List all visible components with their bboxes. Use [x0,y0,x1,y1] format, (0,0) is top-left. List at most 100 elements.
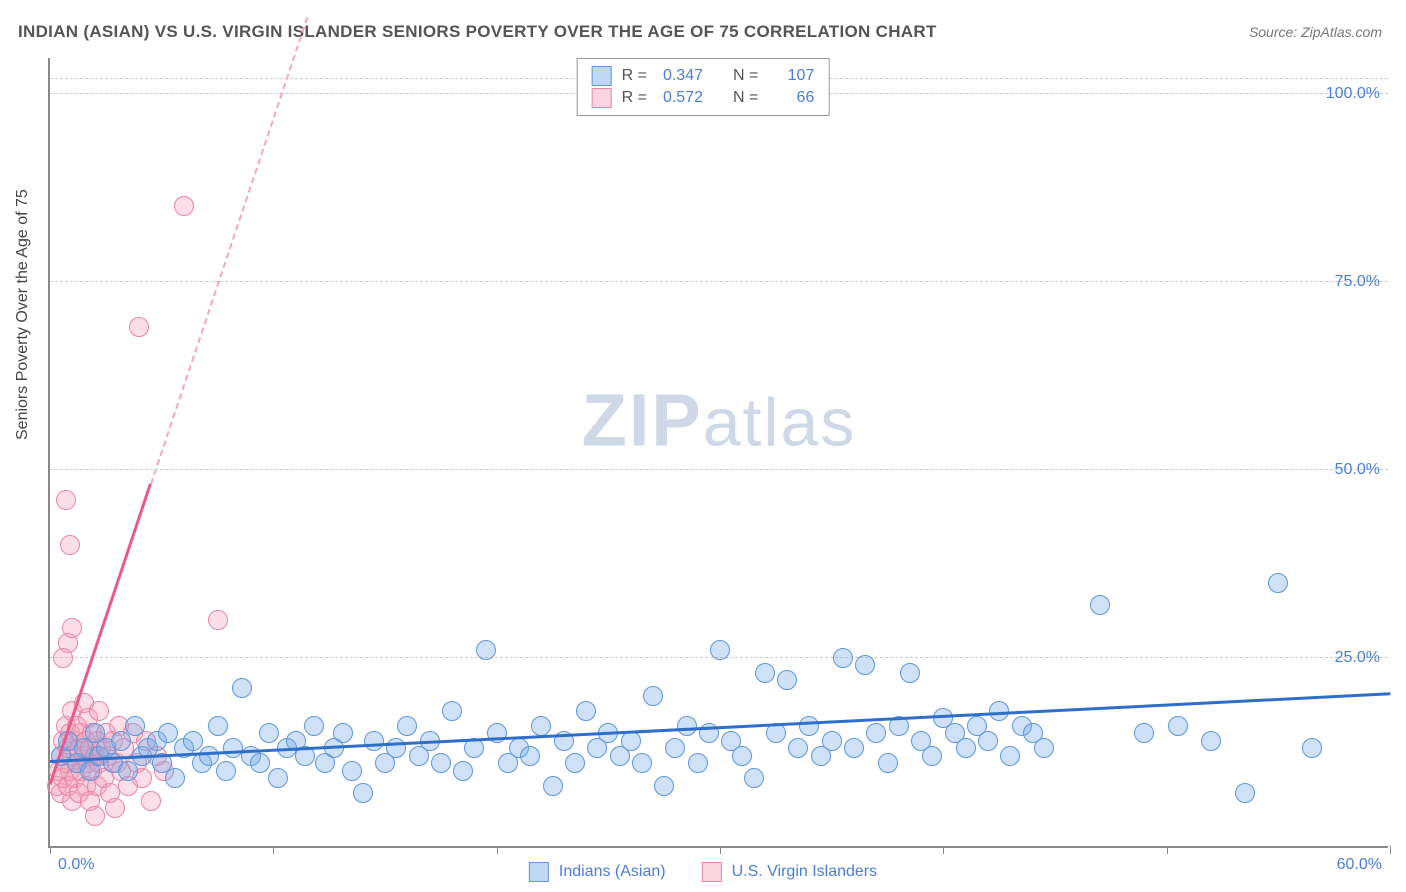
data-point [1268,573,1288,593]
data-point [788,738,808,758]
x-tick-label: 0.0% [58,856,94,874]
data-point [158,723,178,743]
data-point [576,701,596,721]
data-point [777,670,797,690]
y-tick-label: 75.0% [1335,273,1380,291]
data-point [1235,783,1255,803]
data-point [199,746,219,766]
chart-title: INDIAN (ASIAN) VS U.S. VIRGIN ISLANDER S… [18,22,937,42]
data-point [56,490,76,510]
data-point [654,776,674,796]
gridline [50,281,1388,282]
data-point [364,731,384,751]
x-tick [497,846,498,854]
data-point [643,686,663,706]
data-point [333,723,353,743]
source-attribution: Source: ZipAtlas.com [1249,24,1382,40]
watermark: ZIPatlas [582,378,857,463]
data-point [431,753,451,773]
data-point [855,655,875,675]
data-point [105,798,125,818]
data-point [1000,746,1020,766]
data-point [1201,731,1221,751]
x-tick [1167,846,1168,854]
x-tick-label: 60.0% [1337,856,1382,874]
x-tick [943,846,944,854]
data-point [956,738,976,758]
swatch-icon [702,862,722,882]
data-point [1302,738,1322,758]
data-point [632,753,652,773]
scatter-plot-area: ZIPatlas 25.0%50.0%75.0%100.0%0.0%60.0% [48,58,1388,848]
data-point [174,196,194,216]
data-point [799,716,819,736]
data-point [565,753,585,773]
data-point [476,640,496,660]
legend-item-pink: U.S. Virgin Islanders [702,862,878,882]
data-point [259,723,279,743]
data-point [268,768,288,788]
data-point [85,806,105,826]
data-point [744,768,764,788]
data-point [208,716,228,736]
trend-line [150,17,308,484]
stats-row-blue: R = 0.347 N = 107 [592,65,815,87]
y-tick-label: 25.0% [1335,649,1380,667]
swatch-icon [592,88,612,108]
data-point [183,731,203,751]
data-point [165,768,185,788]
correlation-stats-box: R = 0.347 N = 107 R = 0.572 N = 66 [577,58,830,116]
legend-item-blue: Indians (Asian) [529,862,666,882]
data-point [125,716,145,736]
data-point [453,761,473,781]
series-legend: Indians (Asian) U.S. Virgin Islanders [529,862,877,882]
data-point [1034,738,1054,758]
x-tick [50,846,51,854]
data-point [978,731,998,751]
swatch-icon [592,66,612,86]
x-tick [273,846,274,854]
data-point [543,776,563,796]
data-point [710,640,730,660]
data-point [866,723,886,743]
data-point [89,701,109,721]
data-point [304,716,324,736]
data-point [353,783,373,803]
y-tick-label: 50.0% [1335,461,1380,479]
swatch-icon [529,862,549,882]
x-tick [1390,846,1391,854]
data-point [53,648,73,668]
data-point [989,701,1009,721]
data-point [878,753,898,773]
stats-row-pink: R = 0.572 N = 66 [592,87,815,109]
data-point [688,753,708,773]
data-point [520,746,540,766]
data-point [677,716,697,736]
data-point [250,753,270,773]
data-point [208,610,228,630]
data-point [342,761,362,781]
data-point [141,791,161,811]
data-point [1168,716,1188,736]
data-point [397,716,417,736]
data-point [900,663,920,683]
y-axis-title: Seniors Poverty Over the Age of 75 [14,189,32,440]
data-point [216,761,236,781]
y-tick-label: 100.0% [1326,85,1380,103]
data-point [1090,595,1110,615]
data-point [442,701,462,721]
data-point [665,738,685,758]
data-point [755,663,775,683]
data-point [62,618,82,638]
data-point [822,731,842,751]
trend-line [50,693,1390,764]
data-point [129,317,149,337]
data-point [232,678,252,698]
gridline [50,469,1388,470]
data-point [844,738,864,758]
data-point [1134,723,1154,743]
data-point [531,716,551,736]
data-point [60,535,80,555]
data-point [922,746,942,766]
data-point [732,746,752,766]
